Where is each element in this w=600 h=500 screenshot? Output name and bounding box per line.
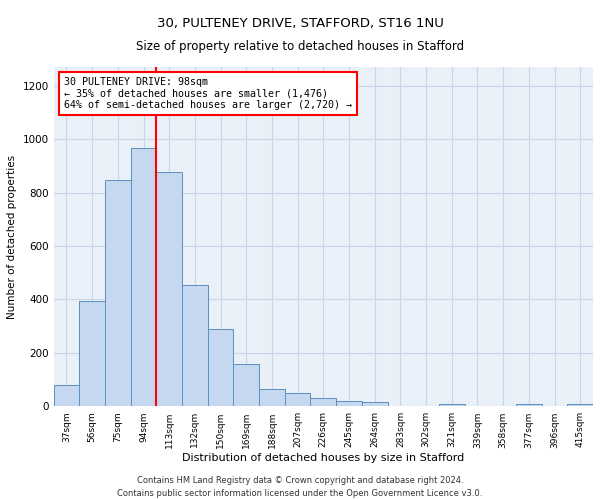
Bar: [285, 393, 310, 406]
Bar: [79, 300, 105, 406]
Text: 30 PULTENEY DRIVE: 98sqm
← 35% of detached houses are smaller (1,476)
64% of sem: 30 PULTENEY DRIVE: 98sqm ← 35% of detach…: [64, 77, 352, 110]
X-axis label: Distribution of detached houses by size in Stafford: Distribution of detached houses by size …: [182, 453, 464, 463]
Bar: [157, 172, 182, 406]
Bar: [53, 385, 79, 406]
Bar: [362, 402, 388, 406]
Bar: [568, 404, 593, 406]
Text: 30, PULTENEY DRIVE, STAFFORD, ST16 1NU: 30, PULTENEY DRIVE, STAFFORD, ST16 1NU: [157, 18, 443, 30]
Bar: [439, 404, 464, 406]
Bar: [259, 389, 285, 406]
Bar: [310, 398, 336, 406]
Bar: [131, 148, 157, 406]
Bar: [105, 180, 131, 406]
Bar: [182, 284, 208, 406]
Text: Size of property relative to detached houses in Stafford: Size of property relative to detached ho…: [136, 40, 464, 53]
Text: Contains HM Land Registry data © Crown copyright and database right 2024.
Contai: Contains HM Land Registry data © Crown c…: [118, 476, 482, 498]
Bar: [516, 404, 542, 406]
Bar: [208, 329, 233, 406]
Y-axis label: Number of detached properties: Number of detached properties: [7, 154, 17, 318]
Bar: [233, 364, 259, 406]
Bar: [336, 401, 362, 406]
